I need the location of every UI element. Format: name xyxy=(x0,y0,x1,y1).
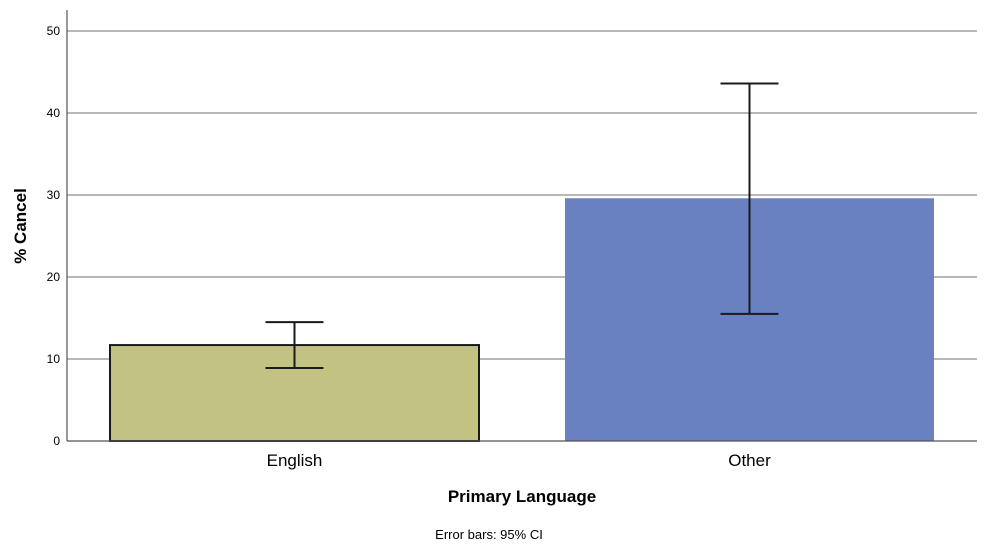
y-tick-label: 40 xyxy=(47,106,61,120)
x-tick-labels: English Other xyxy=(267,451,771,470)
y-axis-title: % Cancel xyxy=(11,188,30,264)
y-tick-label: 10 xyxy=(47,352,61,366)
x-tick-label: English xyxy=(267,451,323,470)
error-bars xyxy=(265,82,779,370)
x-tick-label: Other xyxy=(728,451,771,470)
footnote-text: Error bars: 95% CI xyxy=(435,527,543,542)
axes xyxy=(66,10,977,442)
x-axis-title: Primary Language xyxy=(448,487,596,506)
y-tick-label: 20 xyxy=(47,270,61,284)
bars xyxy=(109,198,934,442)
y-tick-label: 0 xyxy=(53,434,60,448)
y-tick-label: 50 xyxy=(47,24,61,38)
y-tick-labels: 0 10 20 30 40 50 xyxy=(47,24,61,448)
y-tick-label: 30 xyxy=(47,188,61,202)
